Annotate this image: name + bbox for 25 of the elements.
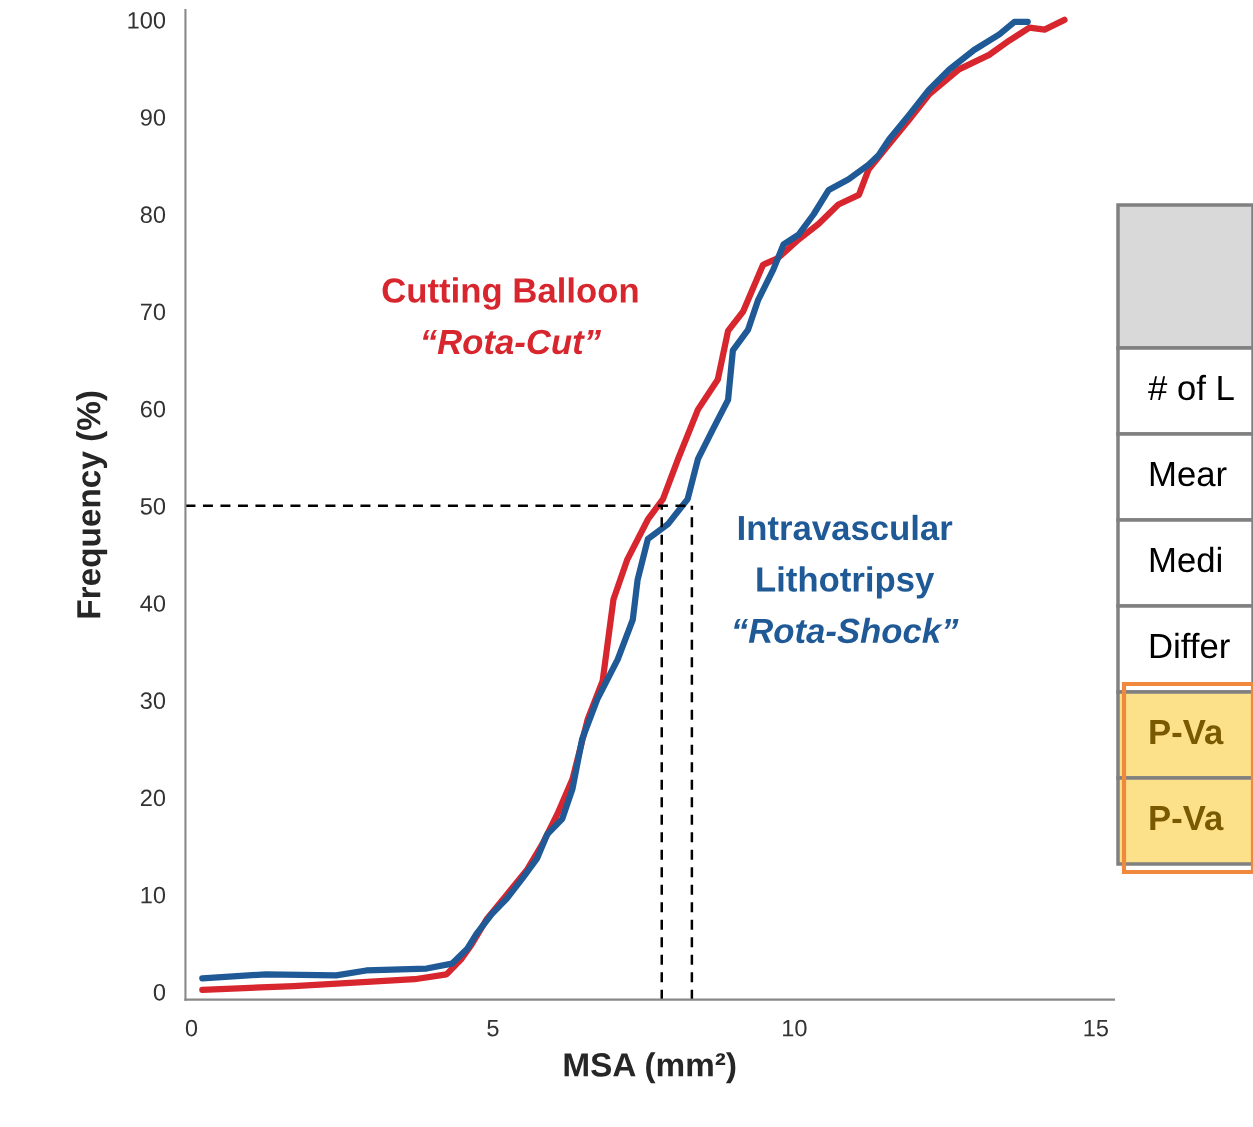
y-tick-label: 80 [140,206,166,224]
y-tick-label: 40 [140,595,166,612]
y-tick-label: 30 [140,692,166,710]
text: Cutting Balloon “Rota-Cut” [382,277,638,355]
x-tick-label: 15 [1084,1019,1108,1037]
text: Differ [1150,632,1230,659]
x-axis-title: MSA (mm²) [564,1052,736,1084]
x-tick-label: 0 [185,1019,198,1037]
x-tick-label: 5 [487,1019,499,1037]
text: Medi [1150,546,1221,573]
text: P-Va [1150,720,1224,745]
text: P-Va [1150,806,1224,831]
y-tick-label: 50 [140,497,166,515]
x-tick-label: 10 [783,1019,807,1037]
y-tick-label: 90 [140,109,166,126]
y-tick-label: 70 [140,303,166,321]
y-tick-label: 20 [140,789,166,807]
text: # of L [1148,374,1234,401]
y-tick-label: 60 [140,400,166,418]
y-tick-label: 10 [141,886,166,904]
y-tick-label: 0 [153,983,166,1001]
y-axis-title: Frequency (%) [76,391,108,618]
text: Mear [1150,462,1227,487]
y-tick-label: 100 [128,11,166,29]
series-label: Intravascular Lithotripsy “Rota-Shock” [734,514,959,644]
